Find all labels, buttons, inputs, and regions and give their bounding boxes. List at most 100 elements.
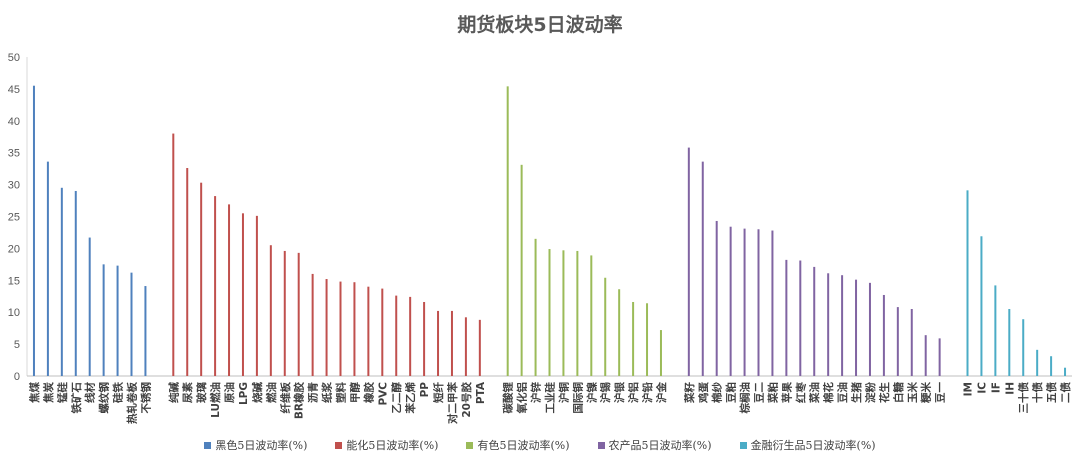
- chart-legend: 黑色5日波动率(%) 能化5日波动率(%) 有色5日波动率(%) 农产品5日波动率(%…: [0, 437, 1080, 453]
- bar-苯乙烯: [409, 296, 412, 376]
- bar-沪银: [618, 289, 621, 376]
- x-tick-label: IH: [1004, 382, 1016, 395]
- x-tick-label: 塑料: [335, 382, 348, 403]
- bar-豆二: [757, 229, 760, 376]
- legend-item[interactable]: 有色5日波动率(%): [466, 437, 570, 453]
- x-tick-label: 锰硅: [56, 382, 69, 403]
- bar-PTA: [478, 319, 481, 376]
- bar-五债: [1050, 356, 1053, 376]
- bar-螺纹钢: [102, 264, 105, 376]
- x-tick-label: IC: [976, 382, 988, 394]
- bar-白糖: [896, 307, 899, 376]
- x-tick-label: LPG: [238, 382, 250, 405]
- x-tick-label: 棕榈油: [739, 382, 752, 415]
- bar-沪锌: [534, 238, 537, 376]
- x-tick-label: 棉花: [822, 382, 835, 403]
- bar-PVC: [381, 288, 384, 376]
- bar-尿素: [186, 168, 189, 376]
- x-tick-label: 生猪: [850, 382, 863, 403]
- x-tick-label: 纤维板: [279, 382, 292, 414]
- bar-IH: [1008, 309, 1011, 376]
- bar-BR橡胶: [297, 252, 300, 376]
- bar-焦煤: [32, 85, 35, 377]
- bar-生猪: [855, 279, 858, 376]
- x-tick-label: 菜油: [808, 382, 821, 404]
- bar-棕榈油: [743, 228, 746, 376]
- y-tick-label: 0: [14, 371, 20, 383]
- x-tick-label: 燃油: [265, 382, 278, 403]
- bar-沪金: [659, 330, 662, 376]
- x-tick-label: 豆油: [836, 382, 849, 403]
- x-tick-label: 十债: [1031, 382, 1044, 404]
- x-tick-label: 橡胶: [362, 382, 375, 403]
- x-tick-label: 乙二醇: [390, 382, 403, 414]
- x-tick-label: 苯乙烯: [404, 382, 417, 415]
- x-tick-label: 氧化铝: [516, 382, 529, 415]
- bar-沪镍: [590, 255, 593, 376]
- y-tick-label: 20: [8, 243, 20, 255]
- x-tick-label: 碳酸锂: [502, 382, 515, 414]
- bar-十债: [1036, 349, 1039, 376]
- x-tick-label: 沪锡: [599, 382, 612, 403]
- bar-纸浆: [325, 279, 328, 376]
- x-tick-label: 国际铜: [571, 382, 584, 414]
- y-tick-label: 15: [8, 275, 20, 287]
- x-tick-label: 焦煤: [28, 382, 41, 404]
- bar-花生: [882, 294, 885, 376]
- bar-烧碱: [255, 215, 258, 376]
- y-tick-label: 30: [8, 180, 20, 192]
- x-tick-label: 豆二: [754, 382, 766, 403]
- x-tick-label: 豆一: [935, 382, 947, 403]
- x-tick-label: IF: [990, 382, 1002, 393]
- bar-IM: [966, 190, 969, 376]
- bar-豆油: [841, 275, 844, 376]
- bar-菜油: [813, 266, 816, 376]
- x-tick-label: 铁矿石: [70, 382, 83, 414]
- x-tick-label: 菜粕: [766, 382, 779, 404]
- bar-工业硅: [548, 249, 551, 376]
- legend-item[interactable]: 黑色5日波动率(%): [204, 437, 307, 453]
- legend-item[interactable]: 农产品5日波动率(%): [597, 437, 712, 453]
- bar-氧化铝: [520, 164, 523, 376]
- x-tick-label: 线材: [84, 382, 97, 403]
- bar-国际铜: [576, 250, 579, 376]
- x-tick-label: 粳米: [920, 382, 933, 404]
- x-tick-label: PVC: [377, 382, 389, 406]
- bar-三十债: [1022, 319, 1025, 376]
- bar-玉米: [910, 309, 913, 376]
- x-tick-label: 热轧卷板: [126, 382, 139, 424]
- legend-label: 农产品5日波动率(%): [608, 439, 712, 452]
- x-tick-label: 短纤: [432, 382, 445, 403]
- x-tick-label: 红枣: [794, 382, 807, 403]
- legend-item[interactable]: 能化5日波动率(%): [335, 437, 438, 453]
- legend-label: 能化5日波动率(%): [346, 439, 439, 452]
- x-tick-label: 沪铝: [627, 382, 640, 403]
- x-tick-label: 白糖: [892, 382, 905, 403]
- bar-燃油: [269, 245, 272, 376]
- bar-红枣: [799, 260, 802, 376]
- x-tick-label: LU燃油: [209, 382, 222, 418]
- x-tick-label: 沪银: [613, 382, 626, 403]
- bar-硅铁: [116, 265, 119, 376]
- x-tick-label: IM: [963, 382, 975, 396]
- x-tick-label: 苹果: [780, 382, 793, 403]
- x-tick-label: 三十债: [1017, 382, 1030, 414]
- y-tick-label: 35: [8, 148, 20, 160]
- bar-棉纱: [715, 220, 718, 376]
- x-tick-label: 焦炭: [42, 382, 55, 404]
- x-tick-label: 豆粕: [725, 382, 738, 403]
- legend-item[interactable]: 金融衍生品5日波动率(%): [739, 437, 876, 453]
- bar-沪锡: [604, 277, 607, 376]
- bar-短纤: [437, 310, 440, 376]
- bar-PP: [423, 301, 426, 376]
- bar-乙二醇: [395, 295, 398, 376]
- bar-鸡蛋: [701, 161, 704, 376]
- bar-碳酸锂: [506, 86, 509, 377]
- x-tick-label: 棉纱: [711, 382, 724, 403]
- x-tick-label: 纯碱: [167, 382, 180, 403]
- x-tick-label: 菜籽: [683, 382, 696, 404]
- bar-焦炭: [46, 161, 49, 376]
- bar-纯碱: [172, 133, 175, 376]
- x-tick-label: 二债: [1059, 382, 1072, 404]
